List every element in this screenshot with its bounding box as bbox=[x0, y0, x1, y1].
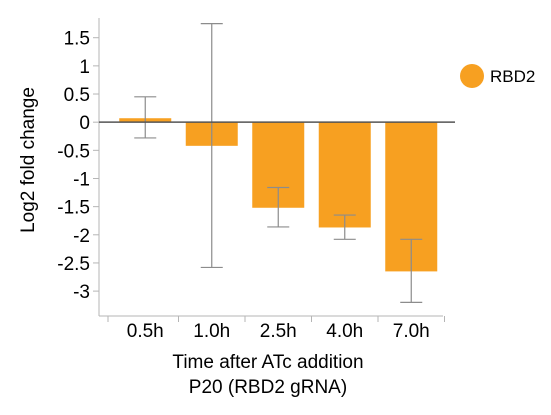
legend-label-rbd2: RBD2 bbox=[490, 67, 535, 86]
y-tick-label: -3 bbox=[73, 282, 90, 303]
legend: RBD2 bbox=[460, 64, 535, 88]
x-tick-label: 7.0h bbox=[393, 321, 430, 342]
y-tick-label: 1.5 bbox=[64, 29, 90, 50]
y-axis-title: Log2 fold change bbox=[18, 87, 39, 233]
x-tick-label: 1.0h bbox=[193, 321, 230, 342]
y-tick-label: -1.5 bbox=[57, 198, 90, 219]
bar bbox=[318, 122, 371, 228]
y-tick-label: -1 bbox=[73, 169, 90, 190]
error-bar bbox=[400, 238, 423, 303]
error-bar bbox=[267, 186, 290, 228]
y-axis: 1.5 1 0.5 0 -0.5 -1 -1.5 -2 -2.5 -3 bbox=[57, 18, 100, 316]
x-tick-label: 2.5h bbox=[260, 321, 297, 342]
y-tick-label: -2 bbox=[73, 226, 90, 247]
y-tick-label: 0.5 bbox=[64, 85, 90, 106]
x-axis-title-line2: P20 (RBD2 gRNA) bbox=[189, 377, 347, 398]
x-axis-title-line1: Time after ATc addition bbox=[172, 352, 363, 373]
x-tick-label: 4.0h bbox=[326, 321, 363, 342]
error-bars bbox=[134, 23, 423, 303]
y-tick-label: 0 bbox=[79, 113, 90, 134]
y-tick-label: 1 bbox=[79, 57, 90, 78]
legend-swatch-rbd2 bbox=[460, 64, 484, 88]
x-axis: 0.5h 1.0h 2.5h 4.0h 7.0h bbox=[99, 315, 445, 342]
x-tick-label: 0.5h bbox=[127, 321, 164, 342]
y-tick-label: -0.5 bbox=[57, 141, 90, 162]
error-bar bbox=[200, 23, 223, 269]
error-bar bbox=[333, 214, 356, 240]
error-bar bbox=[134, 96, 157, 139]
y-tick-label: -2.5 bbox=[57, 254, 90, 275]
